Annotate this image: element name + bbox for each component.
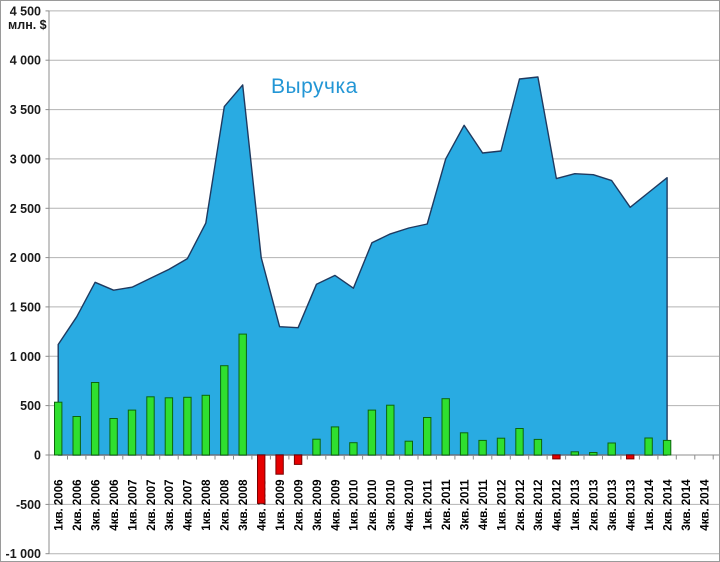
- x-axis-tick-label: 2кв. 2013: [589, 480, 601, 531]
- x-axis-tick-label: 3кв. 2007: [164, 480, 176, 531]
- x-axis-tick-label: 2кв. 2014: [662, 479, 674, 531]
- x-axis-tick-label: 2кв. 2009: [293, 480, 305, 531]
- x-axis-tick-label: 1кв. 2012: [496, 480, 508, 531]
- bar-2кв. 2010: [367, 409, 377, 456]
- bar-1кв. 2006: [54, 401, 63, 456]
- bar-4кв. 2010: [404, 440, 414, 456]
- bar-1кв. 2009: [275, 454, 284, 475]
- bar-4кв. 2007: [183, 396, 192, 456]
- x-axis-tick-label: 2кв. 2012: [515, 480, 527, 531]
- y-axis-title: млн. $: [8, 18, 47, 32]
- x-axis-tick-label: 3кв. 2013: [607, 480, 619, 531]
- bar-3кв. 2009: [312, 438, 321, 456]
- bar-2кв. 2013: [589, 452, 598, 456]
- bar-3кв. 2008: [238, 333, 247, 456]
- y-axis-tick-label: 3 000: [10, 152, 41, 166]
- x-axis-tick-label: 4кв. 2011: [478, 479, 490, 530]
- bar-1кв. 2007: [127, 409, 137, 456]
- bar-1кв. 2011: [423, 417, 432, 456]
- x-axis-tick-label: 4кв. 2006: [109, 480, 121, 531]
- bar-4кв. 2012: [552, 454, 561, 460]
- y-axis-tick-label: 1 000: [10, 350, 41, 364]
- x-axis-tick-label: 3кв. 2012: [533, 480, 545, 531]
- bar-4кв. 2008: [257, 454, 266, 504]
- y-axis-tick-label: 1 500: [10, 300, 41, 314]
- x-axis-tick-label: 3кв. 2011: [459, 479, 471, 530]
- x-axis-tick-label: 1кв. 2007: [127, 480, 139, 531]
- x-axis-tick-label: 2кв. 2011: [441, 479, 453, 530]
- x-axis-tick-label: 4кв. 2014: [699, 479, 711, 531]
- y-axis-tick-label: 2 500: [10, 202, 41, 216]
- x-axis-tick-label: 1кв. 2014: [644, 479, 656, 531]
- x-axis-labels: 1кв. 2006 2кв. 2006 3кв. 2006 4кв. 2006 1кв.…: [54, 479, 712, 531]
- x-axis-tick-label: 3кв. 2006: [90, 480, 102, 531]
- x-axis-tick-label: 4кв. 2012: [552, 480, 564, 531]
- x-axis-tick-label: 1кв. 2008: [201, 479, 213, 531]
- x-axis-tick-label: 2кв. 2007: [146, 480, 158, 531]
- y-axis-tick-label: 0: [34, 449, 41, 463]
- x-axis-tick-label: 1кв. 2010: [349, 480, 361, 531]
- bar-2кв. 2007: [146, 396, 155, 456]
- x-axis-tick-label: 1кв. 2011: [423, 479, 435, 530]
- y-axis-tick-label: 4 000: [10, 54, 41, 68]
- bar-3кв. 2006: [90, 382, 100, 456]
- x-axis-tick-label: 3кв. 2010: [386, 480, 398, 531]
- x-axis-tick-label: 1кв. 2009: [275, 480, 287, 531]
- bar-3кв. 2012: [533, 438, 543, 456]
- bar-3кв. 2013: [607, 442, 616, 456]
- bar-3кв. 2011: [459, 432, 469, 456]
- bar-4кв. 2009: [330, 426, 340, 456]
- y-axis-tick-label: -1 000: [6, 547, 41, 561]
- x-axis-tick-label: 4кв. 2007: [183, 480, 195, 531]
- bar-4кв. 2013: [626, 454, 635, 460]
- bar-1кв. 2014: [644, 437, 653, 456]
- chart-title: Выручка: [271, 75, 358, 98]
- bar-1кв. 2013: [570, 451, 579, 456]
- bar-series: [54, 333, 672, 504]
- bar-1кв. 2008: [201, 394, 211, 456]
- y-axis-tick-label: 3 500: [10, 103, 41, 117]
- y-axis-labels: 4 500 4 000 3 500 3 000 2 500 2 000 1 500 1 000…: [6, 4, 42, 561]
- bar-4кв. 2006: [109, 418, 118, 456]
- x-axis-tick-label: 4кв. 2010: [404, 480, 416, 531]
- bar-4кв. 2011: [478, 439, 487, 456]
- x-axis-tick-label: 2кв. 2008: [220, 479, 232, 531]
- x-axis-tick-label: 2кв. 2006: [72, 480, 84, 531]
- bar-1кв. 2012: [496, 437, 506, 456]
- y-axis-tick-label: 2 000: [10, 251, 41, 265]
- bar-3кв. 2010: [386, 404, 395, 456]
- x-axis-tick-label: 4кв. 2013: [626, 480, 638, 531]
- bar-2кв. 2009: [293, 454, 303, 465]
- y-axis-tick-label: 500: [20, 399, 41, 413]
- bar-1кв. 2010: [349, 442, 358, 456]
- bar-2кв. 2011: [441, 398, 450, 456]
- area-series-revenue: [57, 76, 668, 456]
- x-axis-tick-label: 1кв. 2006: [54, 480, 66, 531]
- x-axis-tick-label: 4кв. 2009: [330, 480, 342, 531]
- bar-2кв. 2006: [72, 416, 81, 456]
- x-axis-tick-label: 3кв. 2014: [681, 479, 693, 531]
- x-axis-tick-label: 3кв. 2008: [238, 479, 250, 531]
- x-axis-tick-label: 3кв. 2009: [312, 480, 324, 531]
- x-axis-tick-label: 2кв. 2010: [367, 480, 379, 531]
- y-axis-tick-label: -500: [16, 498, 41, 512]
- x-axis-tick-label: 1кв. 2013: [570, 480, 582, 531]
- bar-3кв. 2007: [164, 397, 174, 456]
- bar-2кв. 2012: [515, 428, 524, 456]
- y-axis-tick-label: 4 500: [10, 4, 41, 18]
- bar-2кв. 2014: [662, 439, 672, 456]
- bar-2кв. 2008: [220, 365, 229, 456]
